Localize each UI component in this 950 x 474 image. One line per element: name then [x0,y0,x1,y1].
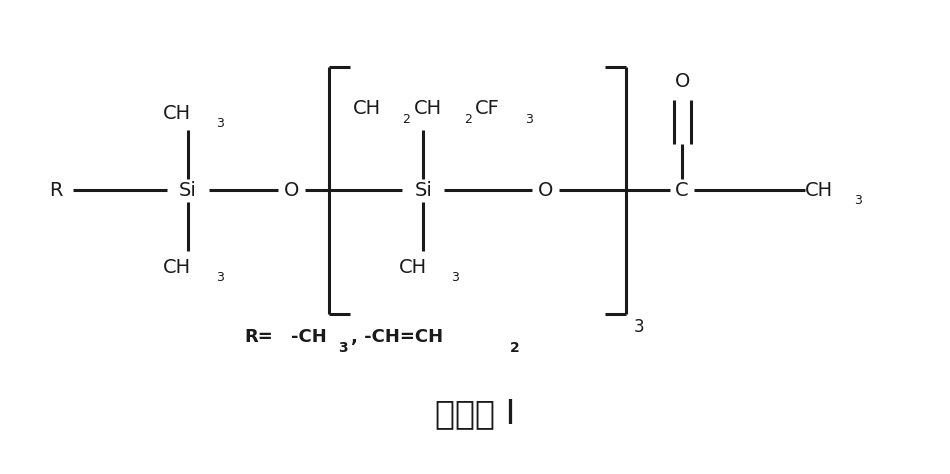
Text: 3: 3 [525,113,533,126]
Text: CH: CH [399,258,427,277]
Text: 2: 2 [403,113,410,126]
Text: Si: Si [179,181,197,200]
Text: C: C [675,181,689,200]
Text: R=: R= [244,328,273,346]
Text: 化合物 I: 化合物 I [435,398,515,430]
Text: CH: CH [352,100,381,118]
Text: CH: CH [414,100,442,118]
Text: 3: 3 [634,319,644,337]
Text: 3: 3 [216,271,224,284]
Text: 3: 3 [216,118,224,130]
Text: O: O [538,181,553,200]
Text: O: O [674,72,690,91]
Text: CH: CH [805,181,833,200]
Text: O: O [284,181,299,200]
Text: 2: 2 [464,113,471,126]
Text: 3: 3 [854,194,863,207]
Text: 2: 2 [510,341,520,356]
Text: , -CH=CH: , -CH=CH [351,328,443,346]
Text: -CH: -CH [292,328,327,346]
Text: CH: CH [163,104,192,123]
Text: CF: CF [475,100,500,118]
Text: R: R [49,181,63,200]
Text: 3: 3 [338,341,348,356]
Text: CH: CH [163,258,192,277]
Text: Si: Si [414,181,432,200]
Text: 3: 3 [451,271,460,284]
